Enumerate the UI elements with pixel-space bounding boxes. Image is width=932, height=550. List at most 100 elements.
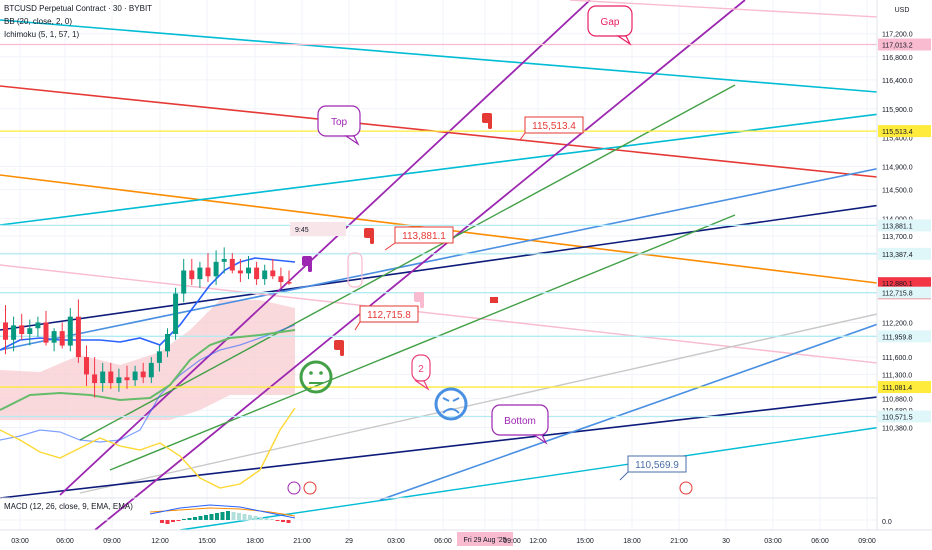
bubble-bottom[interactable]: Bottom (491, 404, 549, 445)
candle[interactable] (221, 247, 227, 274)
candle[interactable] (270, 258, 276, 280)
candle[interactable] (100, 362, 106, 392)
legend-ichimoku[interactable]: Ichimoku (5, 1, 57, 1) (4, 30, 80, 39)
channel-line-purple-lower[interactable] (94, 0, 746, 531)
candle[interactable] (286, 270, 292, 285)
candle[interactable] (165, 328, 170, 358)
us-flag-icon[interactable] (679, 481, 693, 495)
price-tag[interactable]: 113,387.4 (878, 247, 931, 260)
price-tag[interactable]: 111,081.4 (878, 381, 931, 394)
candle[interactable] (197, 261, 203, 288)
candle[interactable] (229, 253, 235, 274)
price-label-113881[interactable]: 113,881.1 (394, 226, 454, 244)
frown-face-icon[interactable] (434, 387, 468, 421)
candle[interactable] (67, 308, 73, 352)
price-label-110569-text: 110,569.9 (635, 460, 679, 471)
price-label-112715[interactable]: 112,715.8 (359, 305, 419, 323)
trend-line-silver[interactable] (79, 309, 896, 494)
legend-bb[interactable]: BB (20, close, 2, 0) (4, 17, 73, 26)
smiley-face-icon[interactable] (299, 360, 333, 394)
hand-pointer-icon[interactable] (482, 113, 492, 129)
candle[interactable] (19, 313, 25, 340)
candle[interactable] (11, 316, 17, 352)
bb-lower-band[interactable] (0, 324, 296, 443)
ichimoku-lagging-line[interactable] (0, 407, 296, 489)
candle[interactable] (59, 322, 65, 349)
ichimoku-base-line[interactable] (0, 329, 296, 411)
candle[interactable] (181, 258, 187, 303)
macd-histogram-bar (270, 519, 274, 520)
price-tag[interactable]: 111,959.8 (878, 330, 931, 343)
channel-line-green-lower[interactable] (109, 214, 736, 471)
bubble-top[interactable]: Top (317, 105, 361, 146)
candle[interactable] (27, 319, 33, 346)
candle[interactable] (3, 305, 8, 355)
candle[interactable] (116, 368, 122, 392)
bubble-two-text: 2 (418, 364, 424, 375)
hand-pointer-icon[interactable] (364, 228, 374, 244)
candle[interactable] (278, 267, 284, 288)
flag-icon[interactable] (490, 297, 498, 303)
candle[interactable] (140, 362, 146, 384)
bubble-two[interactable]: 2 (411, 354, 431, 391)
candle[interactable] (92, 357, 98, 398)
trend-line-navy-lower[interactable] (0, 394, 896, 499)
trend-line-teal-mid[interactable] (0, 111, 896, 226)
candle[interactable] (124, 365, 130, 389)
candle[interactable] (156, 345, 162, 372)
price-tag-box (878, 125, 931, 138)
hand-pointer-icon[interactable] (334, 340, 344, 356)
crosshair-date-label[interactable]: Fri 29 Aug '25 (457, 532, 513, 546)
trend-line-teal-lower[interactable] (179, 424, 896, 531)
candle[interactable] (189, 258, 195, 285)
candle[interactable] (213, 250, 219, 285)
event-icon[interactable] (287, 481, 301, 495)
trend-line-navy-upper[interactable] (0, 202, 896, 331)
price-label-115513[interactable]: 115,513.4 (524, 116, 584, 134)
price-tag-box (878, 219, 931, 232)
channel-line-green-upper[interactable] (79, 84, 736, 441)
candle[interactable] (262, 264, 268, 285)
trend-line-teal-upper[interactable] (0, 19, 878, 93)
trend-line-pink[interactable] (0, 264, 896, 366)
price-tag-text: 111,959.8 (882, 334, 912, 341)
candle-body (3, 322, 8, 340)
trend-line-blue-lower[interactable] (379, 317, 896, 501)
candle[interactable] (75, 299, 81, 363)
price-label-110569[interactable]: 110,569.9 (627, 455, 687, 473)
price-tag[interactable]: 110,571.5 (878, 410, 931, 423)
candle[interactable] (246, 256, 251, 280)
candle[interactable] (108, 362, 114, 389)
price-tag[interactable]: 115,513.4 (878, 125, 931, 138)
bubble-gap[interactable]: Gap (587, 5, 633, 46)
hand-pointer-icon[interactable] (302, 256, 312, 272)
price-tag[interactable]: 117,013.2 (878, 38, 931, 51)
candle-body (262, 270, 268, 280)
price-tag[interactable]: 113,881.1 (878, 219, 931, 232)
candle[interactable] (43, 310, 49, 346)
price-label-110569-box (627, 455, 687, 473)
candle[interactable] (237, 258, 243, 283)
candle[interactable] (173, 287, 179, 340)
channel-line-purple-upper[interactable] (59, 0, 591, 496)
price-axis: USD 117,200.0 116,800.0 116,400.0 115,900.0 1… (876, 0, 932, 550)
candle[interactable] (254, 261, 260, 285)
hand-pointer-icon[interactable] (414, 292, 424, 308)
y-tick-label: 113,700.0 (882, 234, 913, 241)
candle[interactable] (205, 253, 211, 283)
candle[interactable] (35, 316, 41, 337)
label-pointer (354, 321, 361, 331)
us-flag-icon[interactable] (303, 481, 317, 495)
candle[interactable] (132, 365, 138, 386)
legend-symbol[interactable]: BTCUSD Perpetual Contract · 30 · BYBIT (4, 4, 153, 13)
price-tag[interactable]: 112,715.8 (878, 286, 931, 299)
trend-line-blue-upper[interactable] (0, 164, 896, 351)
candle[interactable] (148, 357, 154, 384)
candle[interactable] (84, 345, 89, 386)
trend-line-pink-top[interactable] (569, 0, 896, 19)
candle[interactable] (51, 328, 57, 352)
crosshair-date-box (457, 532, 513, 546)
label-pointer (519, 132, 526, 141)
legend-macd[interactable]: MACD (12, 26, close, 9, EMA, EMA) (4, 502, 133, 511)
